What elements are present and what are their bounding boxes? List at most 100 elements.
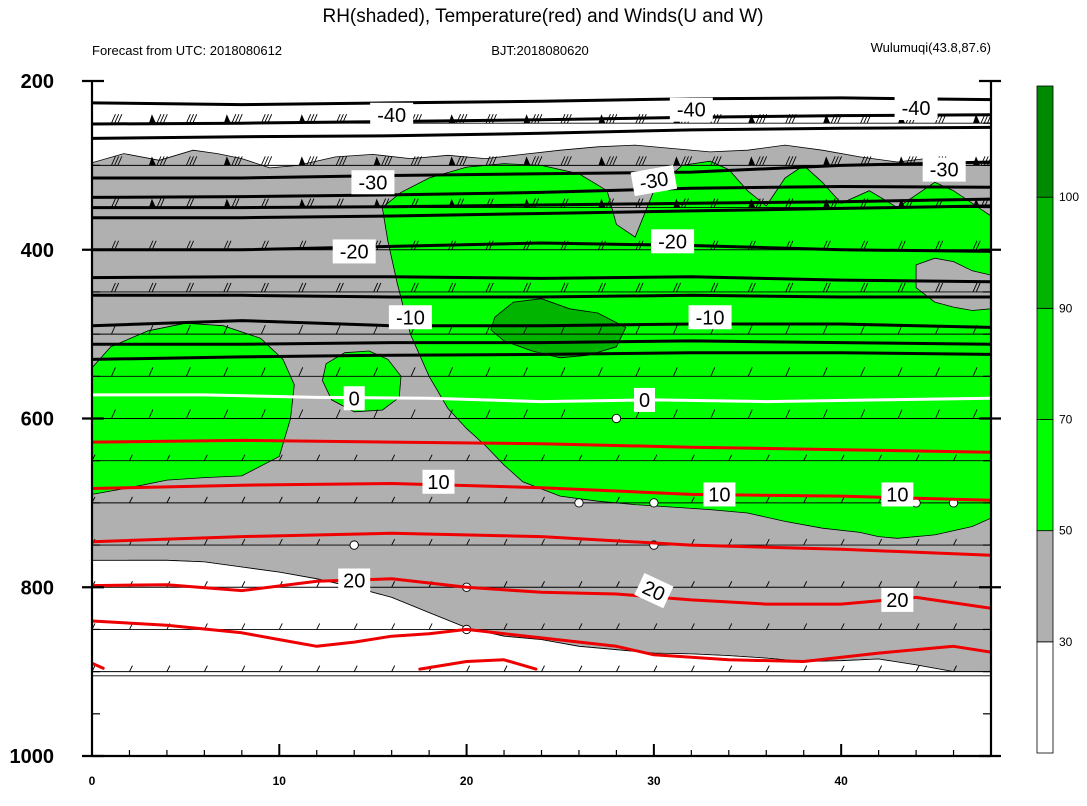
valid-time-label: BJT:2018080620 (491, 43, 589, 58)
wind-barb (111, 114, 123, 124)
wind-barb (428, 496, 433, 504)
temperature-contour--20 (92, 204, 991, 220)
wind-barb (972, 240, 981, 250)
relative-humidity-shading (92, 144, 991, 677)
wind-barb (503, 496, 508, 504)
wind-barb (672, 282, 681, 293)
wind-barb (785, 409, 791, 419)
wind-barb (915, 538, 920, 546)
svg-text:0: 0 (639, 390, 650, 412)
contour-label: 10 (703, 482, 736, 507)
temperature-contour--10 (92, 293, 991, 299)
contour-label: -30 (351, 170, 395, 195)
colorbar: 30 50 70 90 100 (1036, 85, 1079, 754)
wind-barb (241, 581, 246, 588)
wind-barb (935, 409, 940, 419)
wind-barb (223, 409, 229, 419)
wind-barb (690, 665, 695, 672)
wind-barb (523, 409, 528, 419)
wind-barb (353, 454, 358, 461)
x-tick-label: 20 (460, 774, 474, 788)
wind-barb (728, 454, 733, 461)
svg-text:-10: -10 (396, 307, 425, 329)
wind-barb (616, 665, 620, 672)
wind-barb (860, 324, 866, 335)
wind-barb (74, 199, 89, 208)
x-tick-label: 40 (834, 774, 848, 788)
wind-barb (953, 581, 957, 588)
wind-barb (616, 623, 620, 630)
wind-barb (111, 282, 120, 293)
wind-barb (335, 282, 344, 293)
wind-barb (111, 367, 116, 377)
wind-barb (353, 623, 358, 630)
wind-barb (466, 538, 470, 546)
wind-barb (822, 324, 828, 335)
contour-label: 10 (881, 482, 914, 507)
wind-barb (185, 409, 191, 419)
wind-barb (223, 114, 243, 124)
y-tick-label: 1000 (10, 746, 55, 768)
calm-wind-circle (649, 498, 659, 508)
wind-barb (503, 665, 508, 672)
wind-barb (298, 367, 304, 377)
colorbar-swatch (1036, 196, 1054, 309)
wind-barb (541, 581, 545, 588)
wind-barb (111, 198, 120, 208)
wind-barb (653, 623, 658, 630)
wind-barb (260, 282, 269, 293)
wind-barb (785, 367, 791, 377)
wind-barb (185, 240, 194, 250)
contour-label: -30 (922, 157, 966, 182)
temperature-contour--30 (92, 197, 991, 210)
colorbar-swatch (1036, 419, 1054, 532)
wind-barb (298, 409, 304, 419)
temperature-contour-20 (92, 577, 991, 610)
wind-barb (185, 156, 198, 166)
wind-barb (148, 282, 157, 293)
wind-barb (503, 454, 508, 461)
wind-barb (598, 156, 618, 166)
temperature-contour--30 (92, 160, 991, 180)
wind-barb (560, 409, 566, 419)
y-tick-label: 800 (21, 577, 54, 599)
wind-barb (111, 240, 120, 250)
temperature-contour-10 (92, 438, 991, 454)
wind-barb (410, 282, 419, 293)
y-tick-label: 400 (21, 240, 54, 262)
wind-barb (560, 282, 569, 293)
svg-text:-30: -30 (930, 160, 959, 182)
svg-text:-30: -30 (638, 168, 670, 195)
contour-label: 10 (422, 469, 455, 494)
wind-barb (260, 367, 266, 377)
wind-barb (935, 367, 940, 377)
contour-label: -20 (332, 239, 376, 264)
wind-barb (166, 665, 171, 672)
wind-barb (897, 240, 906, 250)
calm-wind-circle (349, 540, 359, 550)
wind-barb (560, 156, 572, 166)
contour-label: 20 (338, 568, 371, 593)
wind-barb (953, 665, 957, 672)
wind-barb (448, 156, 468, 166)
wind-barb (129, 496, 133, 504)
wind-barb (897, 409, 903, 419)
colorbar-label: 70 (1059, 413, 1073, 427)
wind-barb (747, 367, 753, 377)
wind-barb (391, 496, 396, 504)
wind-barb (428, 454, 433, 461)
contour-label: -20 (651, 229, 695, 254)
temperature-contour--20 (92, 241, 991, 253)
wind-barb (111, 409, 116, 419)
wind-barb (690, 454, 695, 461)
wind-barb (278, 665, 283, 672)
wind-barb (710, 282, 719, 293)
wind-barb (710, 409, 716, 419)
contour-label: 0 (343, 386, 365, 411)
wind-barb (860, 367, 866, 377)
wind-barb (74, 241, 81, 250)
wind-barb (298, 156, 318, 166)
wind-barb (840, 454, 845, 461)
wind-barb (185, 198, 194, 208)
